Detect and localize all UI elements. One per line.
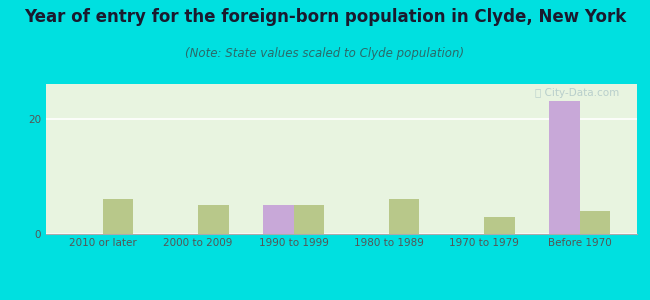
Text: Ⓒ City-Data.com: Ⓒ City-Data.com — [535, 88, 619, 98]
Bar — [103, 200, 133, 234]
Bar — [484, 217, 515, 234]
Bar — [294, 205, 324, 234]
Bar — [549, 101, 580, 234]
Text: (Note: State values scaled to Clyde population): (Note: State values scaled to Clyde popu… — [185, 46, 465, 59]
Bar — [198, 205, 229, 234]
Text: Year of entry for the foreign-born population in Clyde, New York: Year of entry for the foreign-born popul… — [24, 8, 626, 26]
Bar — [263, 205, 294, 234]
Bar — [580, 211, 610, 234]
Bar — [389, 200, 419, 234]
